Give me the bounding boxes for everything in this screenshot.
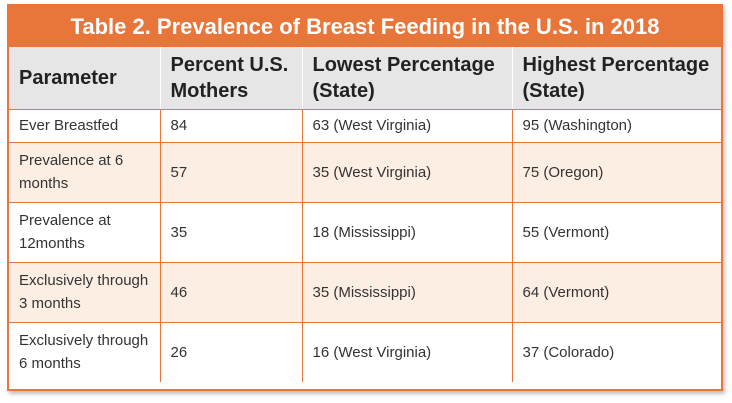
header-row: Parameter Percent U.S. Mothers Lowest Pe… <box>9 47 721 110</box>
cell-highest: 75 (Oregon) <box>512 142 721 203</box>
cell-percent: 26 <box>160 322 303 382</box>
cell-parameter: Exclusively through 6 months <box>9 322 161 382</box>
table-row: Prevalence at 6 months 57 35 (West Virgi… <box>9 142 721 203</box>
breastfeeding-table: Table 2. Prevalence of Breast Feeding in… <box>7 4 723 391</box>
cell-lowest: 16 (West Virginia) <box>302 322 513 382</box>
cell-lowest: 35 (West Virginia) <box>302 142 513 203</box>
cell-lowest: 63 (West Virginia) <box>302 109 513 143</box>
header-percent: Percent U.S. Mothers <box>160 47 303 110</box>
cell-parameter: Ever Breastfed <box>9 109 161 143</box>
cell-percent: 84 <box>160 109 303 143</box>
header-lowest: Lowest Percentage (State) <box>302 47 513 110</box>
cell-highest: 55 (Vermont) <box>512 202 721 263</box>
header-parameter: Parameter <box>9 47 161 110</box>
table-row: Exclusively through 3 months 46 35 (Miss… <box>9 262 721 323</box>
table-row: Exclusively through 6 months 26 16 (West… <box>9 322 721 382</box>
cell-highest: 37 (Colorado) <box>522 343 615 361</box>
cell-percent: 57 <box>160 142 303 203</box>
cell-percent: 46 <box>160 262 303 323</box>
table-title: Table 2. Prevalence of Breast Feeding in… <box>9 6 721 47</box>
table-row: Prevalence at 12months 35 18 (Mississipp… <box>9 202 721 263</box>
cell-highest: 95 (Washington) <box>512 109 721 143</box>
cell-highest: 64 (Vermont) <box>512 262 721 323</box>
cell-lowest: 18 (Mississippi) <box>302 202 513 263</box>
cell-percent: 35 <box>160 202 303 263</box>
cell-parameter: Prevalence at 12months <box>9 202 161 263</box>
header-highest: Highest Percentage (State) <box>512 47 721 110</box>
table-row: Ever Breastfed 84 63 (West Virginia) 95 … <box>9 109 721 143</box>
cell-parameter: Prevalence at 6 months <box>9 142 161 203</box>
cell-parameter: Exclusively through 3 months <box>9 262 161 323</box>
data-table: Parameter Percent U.S. Mothers Lowest Pe… <box>9 47 721 382</box>
cell-lowest: 35 (Mississippi) <box>302 262 513 323</box>
